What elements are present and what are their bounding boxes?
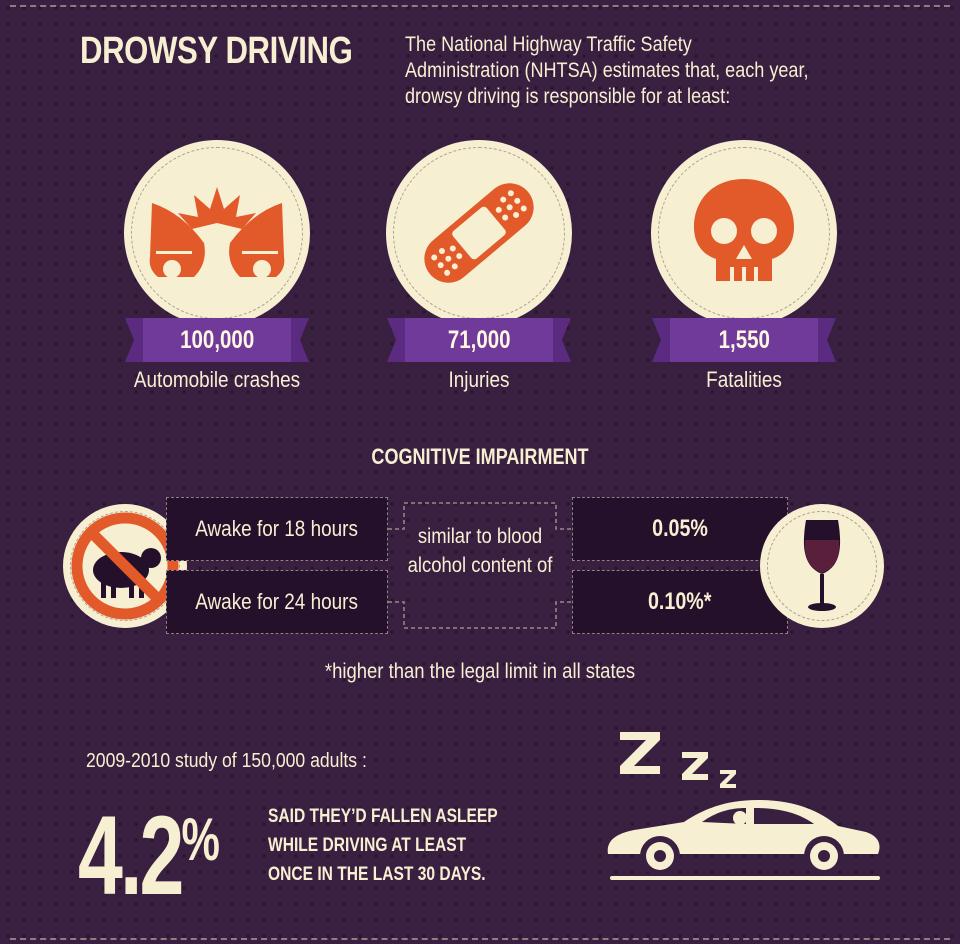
similar-to-text: similar to blood alcohol content of bbox=[407, 525, 553, 577]
intro-text: The National Highway Traffic Safety Admi… bbox=[405, 33, 809, 108]
top-dashed-border bbox=[10, 5, 950, 7]
crash-circle bbox=[124, 140, 310, 326]
wine-glass-icon bbox=[803, 520, 841, 611]
awake-18-text: Awake for 18 hours bbox=[195, 516, 359, 541]
bac-005-text: 0.05% bbox=[652, 515, 708, 542]
skull-icon bbox=[694, 179, 794, 281]
awake-24-box: Awake for 24 hours bbox=[166, 570, 388, 634]
study-percentage: 4.2% bbox=[78, 780, 220, 916]
injuries-circle bbox=[386, 140, 572, 326]
bac-010-box: 0.10%* bbox=[572, 570, 788, 634]
injuries-label: Injuries bbox=[448, 367, 510, 392]
sleeping-driver-car-icon bbox=[607, 732, 880, 880]
cognitive-heading: COGNITIVE IMPAIRMENT bbox=[371, 444, 589, 469]
fatalities-circle bbox=[651, 140, 837, 326]
study-value: 4.2 bbox=[78, 793, 184, 918]
fatalities-ribbon: 1,550 bbox=[652, 318, 836, 362]
crashes-label: Automobile crashes bbox=[133, 367, 301, 392]
awake-24-text: Awake for 24 hours bbox=[195, 589, 359, 614]
legal-limit-note: *higher than the legal limit in all stat… bbox=[324, 660, 636, 683]
car-crash-icon bbox=[149, 187, 285, 278]
crashes-value: 100,000 bbox=[179, 325, 255, 354]
crashes-ribbon: 100,000 bbox=[125, 318, 309, 362]
awake-18-box: Awake for 18 hours bbox=[166, 497, 388, 561]
fatalities-label: Fatalities bbox=[706, 367, 782, 392]
bac-010-text: 0.10%* bbox=[648, 588, 712, 615]
study-unit: % bbox=[181, 806, 220, 873]
page-title: DROWSY DRIVING bbox=[80, 30, 353, 72]
injuries-value: 71,000 bbox=[447, 325, 511, 354]
study-caption: 2009-2010 study of 150,000 adults : bbox=[86, 750, 367, 772]
bottom-dashed-border bbox=[10, 938, 950, 940]
wine-circle bbox=[760, 504, 884, 628]
bac-005-box: 0.05% bbox=[572, 497, 788, 561]
fatalities-value: 1,550 bbox=[718, 325, 770, 354]
injuries-ribbon: 71,000 bbox=[387, 318, 571, 362]
study-description: SAID THEY’D FALLEN ASLEEP WHILE DRIVING … bbox=[268, 806, 498, 885]
bandage-icon bbox=[424, 183, 534, 283]
